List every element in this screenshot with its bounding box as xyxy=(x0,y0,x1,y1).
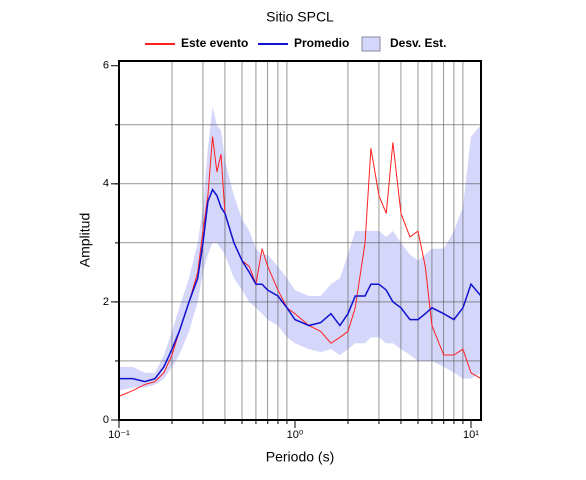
x-tick-label: 10⁻¹ xyxy=(108,429,130,441)
series-line xyxy=(119,188,482,383)
x-tick-label: 10¹ xyxy=(463,429,479,441)
legend-label: Este evento xyxy=(181,36,248,50)
y-tick-label: 4 xyxy=(103,178,109,190)
chart-title: Sitio SPCL xyxy=(266,9,334,25)
std-band xyxy=(119,107,481,391)
x-axis-label: Periodo (s) xyxy=(266,449,334,465)
y-tick-label: 0 xyxy=(103,414,109,426)
legend-label: Desv. Est. xyxy=(390,36,446,50)
legend-swatch xyxy=(361,36,381,52)
y-tick-label: 6 xyxy=(103,60,109,72)
y-tick-label: 2 xyxy=(103,296,109,308)
legend-label: Promedio xyxy=(294,36,349,50)
y-axis-label: Amplitud xyxy=(77,213,93,267)
x-tick-label: 10⁰ xyxy=(287,429,304,441)
plot-frame xyxy=(118,60,482,421)
